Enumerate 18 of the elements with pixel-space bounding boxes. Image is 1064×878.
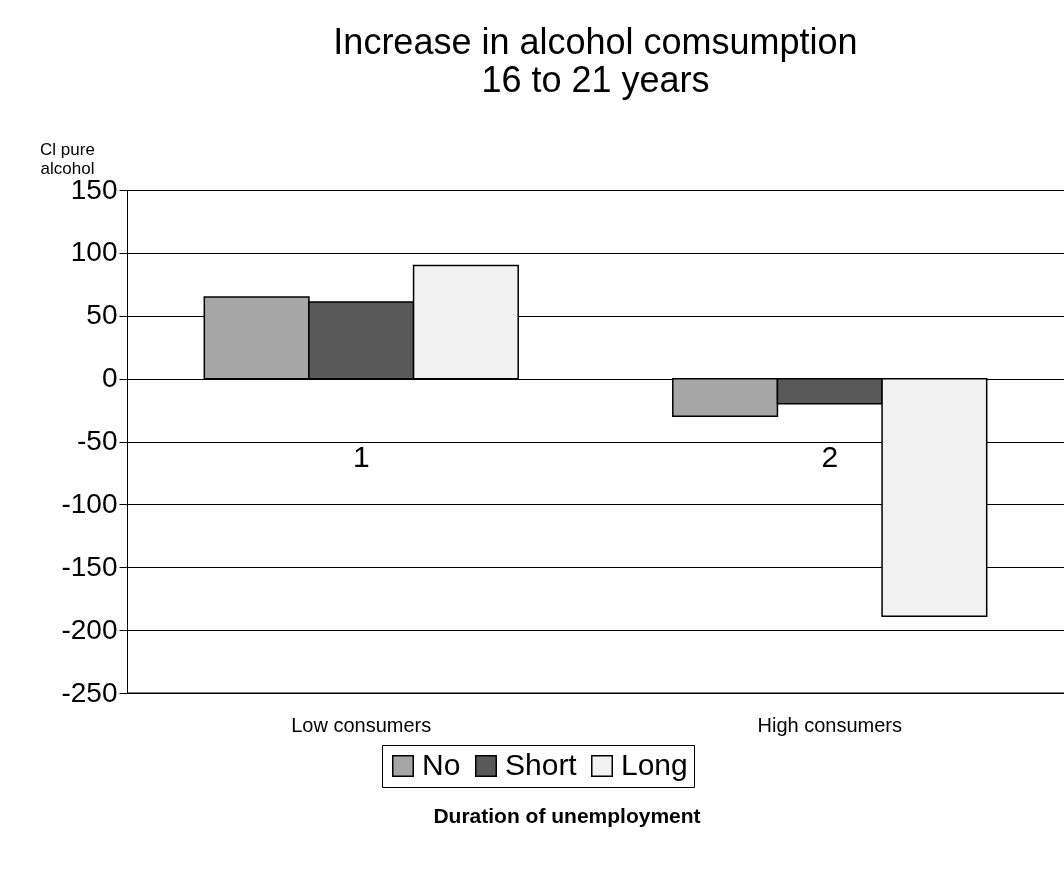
y-tick-label: 50 [86, 299, 118, 331]
y-tick-label: -50 [77, 425, 118, 456]
y-tick-label: -100 [61, 487, 118, 519]
y-tick-label: -250 [61, 676, 118, 708]
y-tick-label: -150 [61, 550, 118, 582]
text: Duration of unemployment [433, 804, 701, 827]
x-tick-label: Low consumers [291, 713, 432, 736]
legend-label: Short [505, 748, 578, 781]
y-tick-label: 100 [70, 236, 118, 268]
y-tick-label: -200 [61, 613, 118, 645]
y-tick-label: 0 [101, 362, 118, 394]
annotation: 2 [821, 440, 839, 473]
legend-label: No [422, 748, 461, 781]
x-tick-label: High consumers [757, 713, 903, 736]
text: Increase in alcohol comsumption [333, 21, 858, 62]
text: 16 to 21 years [481, 59, 710, 100]
annotation: 1 [352, 440, 370, 473]
legend-label: Long [621, 748, 688, 781]
